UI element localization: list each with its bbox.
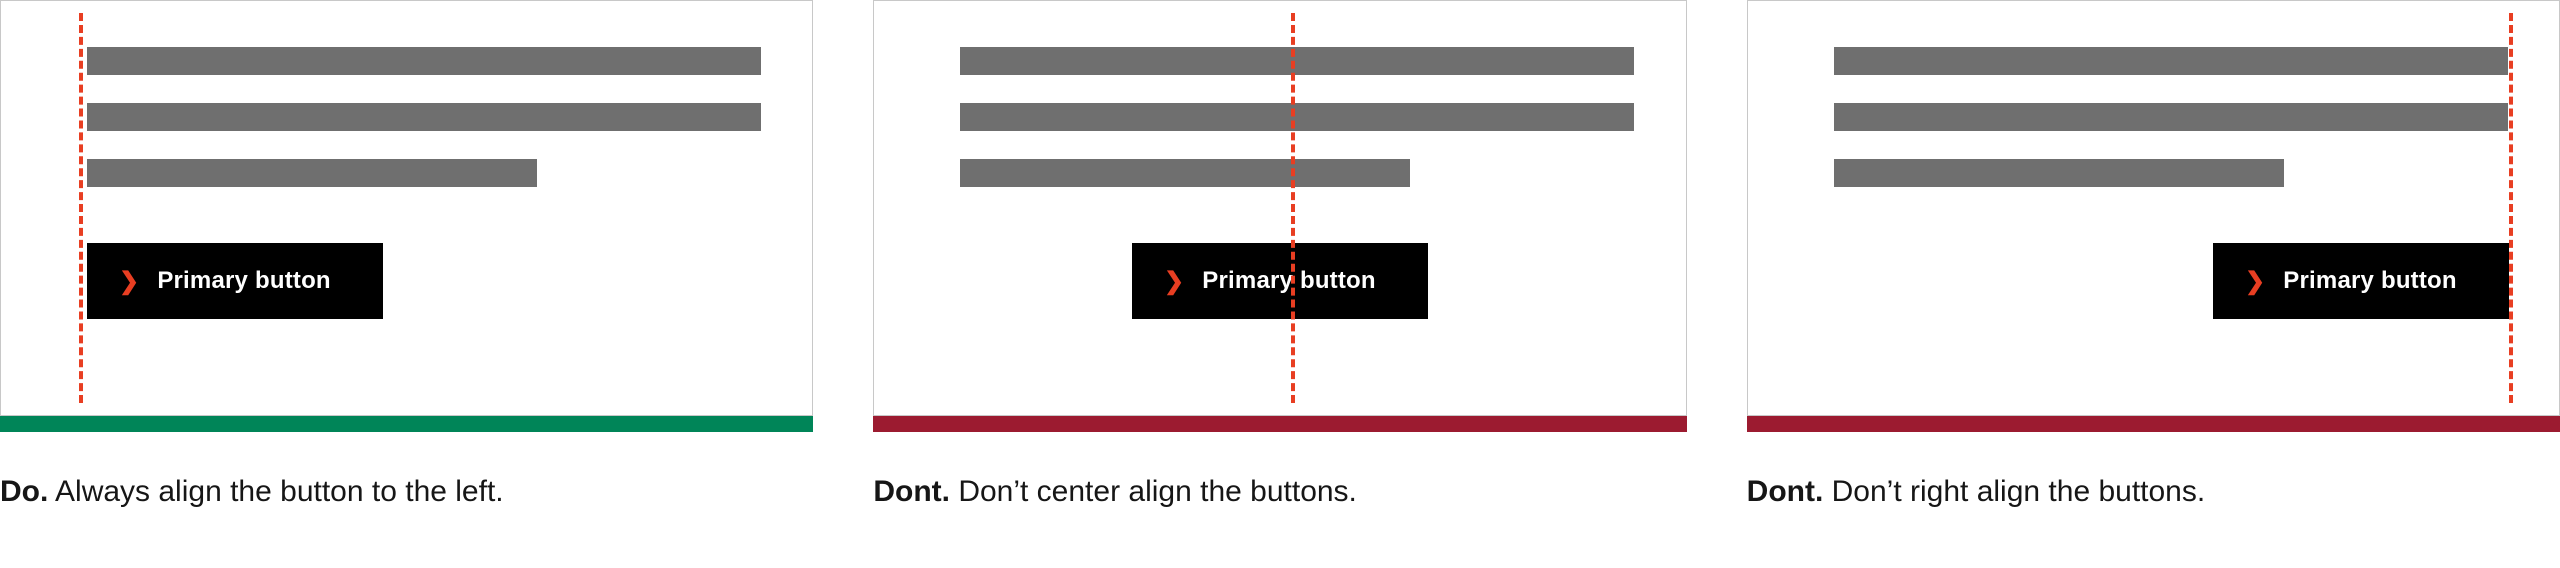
example-caption: Dont. Don’t center align the buttons. (873, 472, 1686, 511)
caption-text: Don’t center align the buttons. (958, 475, 1357, 508)
button-row: ❯ Primary button (87, 243, 762, 319)
primary-button-label: Primary button (2283, 267, 2456, 295)
placeholder-bar (1834, 47, 2508, 75)
caption-text: Don’t right align the buttons. (1832, 475, 2206, 508)
placeholder-bar (87, 103, 761, 131)
placeholder-bar (87, 159, 537, 187)
placeholder-bar (960, 103, 1634, 131)
verdict-strip (1747, 416, 2560, 432)
example-card: ❯ Primary button (0, 0, 813, 416)
example-dont-right: ❯ Primary button Dont. Don’t right align… (1747, 0, 2560, 511)
alignment-guide (1291, 13, 1295, 403)
button-row: ❯ Primary button (1834, 243, 2509, 319)
alignment-guide (2509, 13, 2513, 403)
primary-button[interactable]: ❯ Primary button (87, 243, 383, 319)
primary-button-label: Primary button (1202, 267, 1375, 295)
example-dont-center: ❯ Primary button Dont. Don’t center alig… (873, 0, 1686, 511)
example-card: ❯ Primary button (1747, 0, 2560, 416)
placeholder-bar (1834, 103, 2508, 131)
placeholder-bar (1834, 159, 2284, 187)
example-caption: Dont. Don’t right align the buttons. (1747, 472, 2560, 511)
verdict-label: Dont. (873, 475, 950, 508)
button-row: ❯ Primary button (924, 243, 1635, 319)
placeholder-bar (87, 47, 761, 75)
primary-button[interactable]: ❯ Primary button (2213, 243, 2509, 319)
placeholder-text-bars (1834, 47, 2509, 187)
verdict-label: Do. (0, 475, 48, 508)
example-do-left: ❯ Primary button Do. Always align the bu… (0, 0, 813, 511)
caption-text: Always align the button to the left. (55, 475, 504, 508)
placeholder-bar (960, 47, 1634, 75)
chevron-right-icon: ❯ (119, 267, 139, 296)
example-card: ❯ Primary button (873, 0, 1686, 416)
placeholder-bar (960, 159, 1410, 187)
example-caption: Do. Always align the button to the left. (0, 472, 813, 511)
alignment-guide (79, 13, 83, 403)
verdict-strip (873, 416, 1686, 432)
primary-button-label: Primary button (157, 267, 330, 295)
verdict-label: Dont. (1747, 475, 1824, 508)
chevron-right-icon: ❯ (1164, 267, 1184, 296)
chevron-right-icon: ❯ (2245, 267, 2265, 296)
placeholder-text-bars (960, 47, 1635, 187)
examples-row: ❯ Primary button Do. Always align the bu… (0, 0, 2560, 511)
placeholder-text-bars (87, 47, 762, 187)
verdict-strip (0, 416, 813, 432)
primary-button[interactable]: ❯ Primary button (1132, 243, 1428, 319)
